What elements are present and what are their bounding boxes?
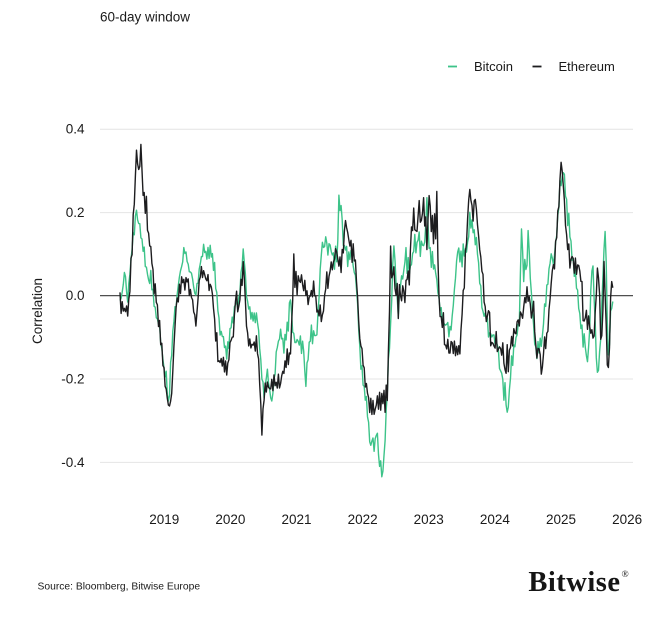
svg-text:0.0: 0.0 [66, 288, 85, 303]
svg-text:0.4: 0.4 [66, 122, 85, 137]
svg-text:2025: 2025 [546, 512, 576, 527]
svg-text:Correlation: Correlation [30, 278, 45, 344]
svg-text:2023: 2023 [414, 512, 444, 527]
svg-text:2022: 2022 [348, 512, 378, 527]
svg-text:60-day window: 60-day window [100, 10, 190, 25]
svg-text:2021: 2021 [281, 512, 311, 527]
svg-text:2024: 2024 [480, 512, 511, 527]
svg-text:Source: Bloomberg, Bitwise Eur: Source: Bloomberg, Bitwise Europe [38, 582, 201, 593]
svg-text:®: ® [622, 569, 629, 580]
svg-text:Bitwise: Bitwise [528, 567, 620, 598]
svg-text:0.2: 0.2 [66, 205, 85, 220]
svg-text:-0.2: -0.2 [61, 372, 84, 387]
svg-text:-0.4: -0.4 [61, 455, 85, 470]
svg-text:Ethereum: Ethereum [559, 59, 615, 74]
svg-text:2026: 2026 [612, 512, 642, 527]
svg-text:2019: 2019 [149, 512, 179, 527]
svg-text:2020: 2020 [215, 512, 245, 527]
svg-text:Bitcoin: Bitcoin [474, 59, 513, 74]
